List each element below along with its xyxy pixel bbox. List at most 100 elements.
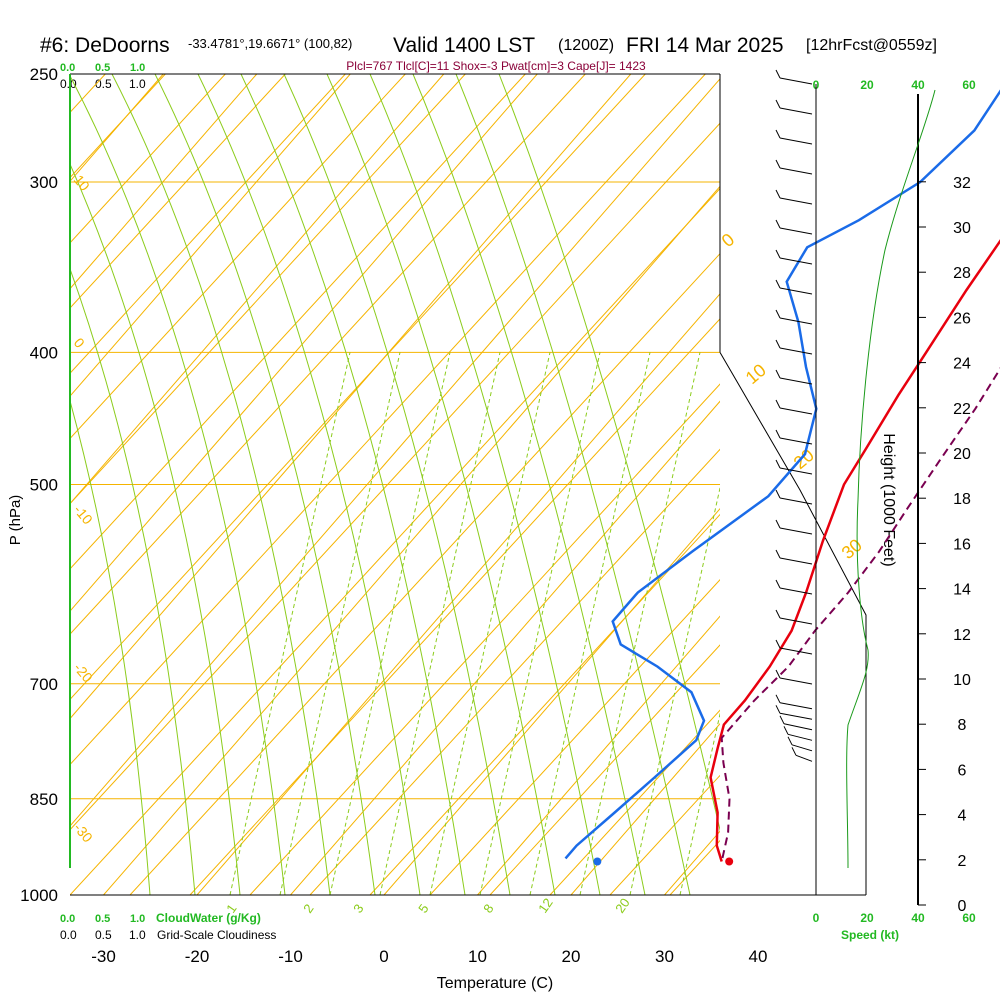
cw-bot-1: 0.5 xyxy=(95,913,110,925)
y-axis-title: P (hPa) xyxy=(7,495,24,546)
moist-adiabat-10 xyxy=(369,74,601,895)
valid-time: Valid 1400 LST xyxy=(393,34,535,57)
height-tick-6: 6 xyxy=(958,762,967,779)
wind-barb-11 xyxy=(779,407,813,415)
wind-barb-15 xyxy=(779,527,813,535)
dry-adiabat--9 xyxy=(70,74,286,309)
isotherm-50 xyxy=(852,74,1000,895)
sounding-params: Plcl=767 Tlcl[C]=11 Shox=-3 Pwat[cm]=3 C… xyxy=(346,59,646,73)
wind-barb-8 xyxy=(779,317,813,325)
dry-adiabat-4 xyxy=(309,448,720,895)
wind-barb-18 xyxy=(779,617,813,625)
pressure-tick-850: 850 xyxy=(30,790,58,809)
wind-barb-flag-20 xyxy=(775,669,781,679)
wind-barb-flag-5 xyxy=(775,219,781,229)
zulu-time: (1200Z) xyxy=(558,37,614,54)
dry-adiabat--8 xyxy=(70,74,346,374)
speed-label: Speed (kt) xyxy=(841,928,899,942)
wind-barb-flag-14 xyxy=(775,489,781,499)
wind-barb-flag-15 xyxy=(775,519,781,529)
speed-bot-20: 20 xyxy=(860,911,874,925)
cl-top-2: 1.0 xyxy=(129,77,146,91)
wind-barb-10 xyxy=(779,377,813,385)
mixing-ratio-0 xyxy=(229,352,351,895)
dry-adiabat--2 xyxy=(70,74,706,766)
forecast-date: FRI 14 Mar 2025 xyxy=(626,34,784,57)
mixing-ratio-label-1: 2 xyxy=(300,901,316,916)
height-tick-32: 32 xyxy=(953,175,971,192)
height-tick-26: 26 xyxy=(953,310,971,327)
cw-top-1: 0.5 xyxy=(95,62,110,74)
dry-adiabat--4 xyxy=(70,74,586,635)
speed-top-60: 60 xyxy=(962,78,976,92)
isotherm-10 xyxy=(477,615,720,895)
moist-adiabat-3 xyxy=(70,74,286,895)
mixing-ratio-2 xyxy=(329,352,451,895)
terrain-outline xyxy=(719,352,867,895)
wind-barb-flag-1 xyxy=(775,99,781,109)
mixing-ratio-label-4: 8 xyxy=(480,901,496,916)
moist-adiabat-11 xyxy=(412,74,646,895)
dry-adiabat-3 xyxy=(249,383,720,895)
wind-barb-2 xyxy=(779,137,813,145)
moist-adiabat-0 xyxy=(70,398,151,895)
temp-tick--10: -10 xyxy=(278,947,303,966)
wind-barb-25 xyxy=(791,744,813,752)
cw-top-0: 0.0 xyxy=(60,62,75,74)
wind-barb-flag-17 xyxy=(775,579,781,589)
top-cloudwater-scale: 0.0 0.5 1.0 0.0 0.5 1.0 xyxy=(60,62,146,91)
dry-adiabat-5 xyxy=(369,513,720,895)
cl-bot-2: 1.0 xyxy=(129,928,146,942)
wind-barb-6 xyxy=(779,257,813,265)
isotherm-0 xyxy=(383,508,720,895)
dry-adiabat--3 xyxy=(70,74,646,701)
mixing-ratio-1 xyxy=(279,352,401,895)
forecast-run: [12hrFcst@0559z] xyxy=(806,37,937,54)
mixing-ratio-8 xyxy=(629,485,720,895)
wind-barb-4 xyxy=(779,197,813,205)
wind-barb-flag-4 xyxy=(775,189,781,199)
speed-top-40: 40 xyxy=(911,78,925,92)
height-tick-16: 16 xyxy=(953,536,971,553)
bottom-cloudwater-scale: 0.0 0.5 1.0 CloudWater (g/Kg) 0.0 0.5 1.… xyxy=(60,911,276,942)
height-tick-10: 10 xyxy=(953,672,971,689)
temp-tick-30: 30 xyxy=(655,947,674,966)
wind-barb-12 xyxy=(779,437,813,445)
wind-barb-flag-11 xyxy=(775,399,781,409)
height-tick-20: 20 xyxy=(953,446,971,463)
temp-tick-20: 20 xyxy=(562,947,581,966)
isotherm-label-2: -10 xyxy=(71,502,96,528)
wind-barb-26 xyxy=(795,754,813,762)
wind-barb-flag-16 xyxy=(775,549,781,559)
dry-adiabat-2 xyxy=(189,318,720,895)
pressure-tick-700: 700 xyxy=(30,675,58,694)
cw-bot-0: 0.0 xyxy=(60,913,75,925)
isotherm-20 xyxy=(570,722,720,895)
dry-adiabat--5 xyxy=(70,74,526,570)
mixing-ratio-3 xyxy=(379,352,501,895)
mixing-ratio-label-5: 12 xyxy=(535,895,556,915)
profile-temperature xyxy=(709,239,1000,862)
wind-barb-14 xyxy=(779,497,813,505)
wind-barb-flag-23 xyxy=(779,715,785,725)
wind-barb-16 xyxy=(779,557,813,565)
wind-barb-flag-6 xyxy=(775,249,781,259)
isotherm--90 xyxy=(70,74,258,290)
height-tick-8: 8 xyxy=(958,717,967,734)
surface-dewpoint-dot xyxy=(593,857,602,866)
isotherm-60 xyxy=(945,74,1000,895)
wind-barb-17 xyxy=(779,587,813,595)
profile-dewpoint xyxy=(564,89,1000,860)
isotherm--80 xyxy=(70,74,351,397)
upper-isotherm-label-2: 20 xyxy=(790,445,818,473)
surface-temperature-dot xyxy=(725,857,734,866)
wind-barb-flag-9 xyxy=(775,339,781,349)
height-tick-4: 4 xyxy=(958,808,967,825)
x-axis-title: Temperature (C) xyxy=(437,975,553,992)
isotherm--10 xyxy=(290,400,720,895)
profile-parcel xyxy=(720,367,1000,862)
cl-bot-1: 0.5 xyxy=(95,928,112,942)
speed-bot-40: 40 xyxy=(911,911,925,925)
isotherm--30 xyxy=(103,185,720,895)
